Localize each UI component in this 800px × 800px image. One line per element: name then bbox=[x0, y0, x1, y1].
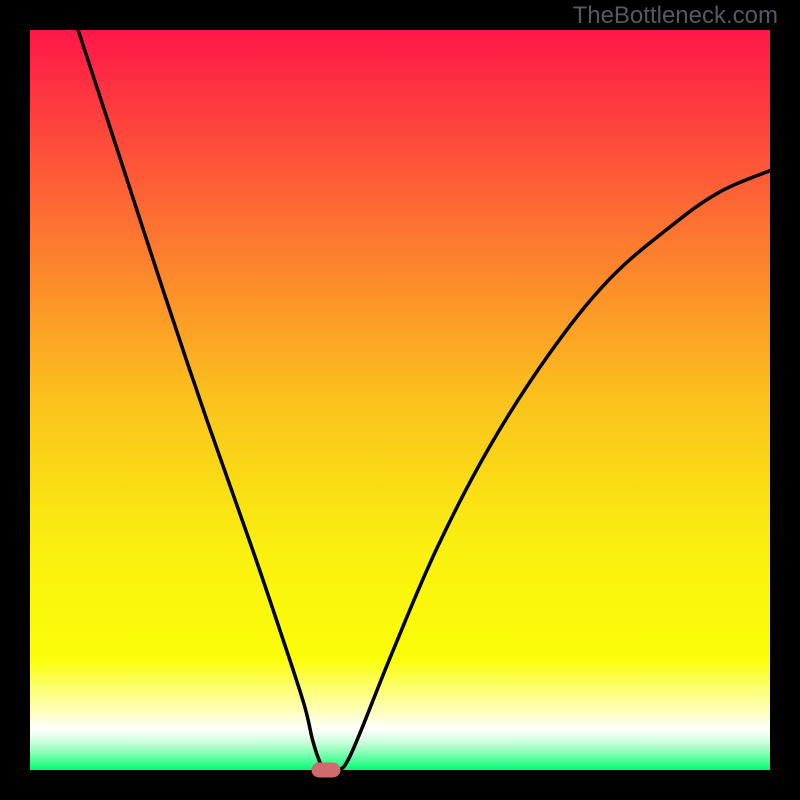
plot-background bbox=[30, 30, 770, 770]
chart-stage: TheBottleneck.com bbox=[0, 0, 800, 800]
minimum-marker bbox=[312, 763, 340, 777]
bottleneck-chart bbox=[0, 0, 800, 800]
